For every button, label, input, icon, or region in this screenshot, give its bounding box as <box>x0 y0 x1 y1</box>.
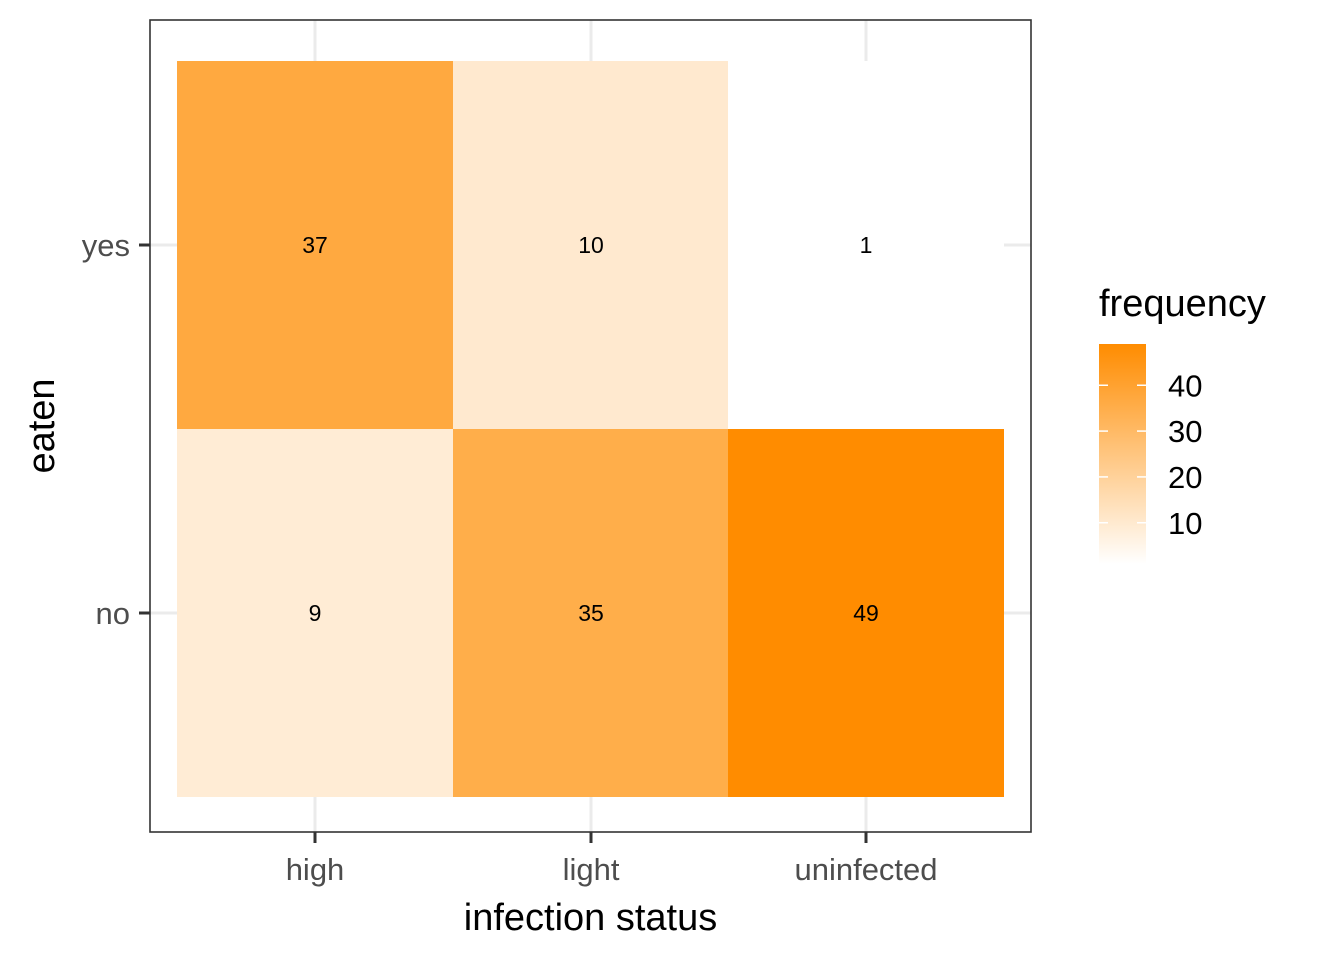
heatmap-cell-uninfected-no <box>728 429 1004 797</box>
x-axis-title: infection status <box>464 897 717 939</box>
y-axis-title: eaten <box>21 378 63 473</box>
cell-value-label: 37 <box>302 232 328 258</box>
x-tick-label: uninfected <box>794 852 937 887</box>
y-axis: no yes <box>82 228 150 631</box>
legend-tick-label: 40 <box>1168 368 1202 403</box>
cell-value-label: 1 <box>860 232 873 258</box>
x-tick-label: light <box>563 852 620 887</box>
cell-value-label: 10 <box>578 232 604 258</box>
y-tick-label: no <box>96 596 130 631</box>
heatmap-cell-high-yes <box>177 61 453 429</box>
heatmap-cell-light-yes <box>453 61 729 429</box>
heatmap-cell-uninfected-yes <box>728 61 1004 429</box>
x-tick-label: high <box>286 852 345 887</box>
heatmap-cell-high-no <box>177 429 453 797</box>
cell-value-label: 35 <box>578 600 604 626</box>
heatmap-cell-light-no <box>453 429 729 797</box>
legend-tick-label: 20 <box>1168 460 1202 495</box>
cell-labels: 37 10 1 9 35 49 <box>302 232 879 626</box>
y-tick-label: yes <box>82 228 130 263</box>
x-axis: high light uninfected <box>286 832 938 887</box>
cell-value-label: 49 <box>853 600 879 626</box>
legend-tick-label: 30 <box>1168 414 1202 449</box>
legend-tick-label: 10 <box>1168 506 1202 541</box>
heatmap-cells <box>177 61 1004 797</box>
legend-title: frequency <box>1099 283 1266 325</box>
cell-value-label: 9 <box>309 600 322 626</box>
legend-colorbar <box>1099 344 1146 564</box>
legend: frequency 10 20 30 40 <box>1099 283 1266 564</box>
